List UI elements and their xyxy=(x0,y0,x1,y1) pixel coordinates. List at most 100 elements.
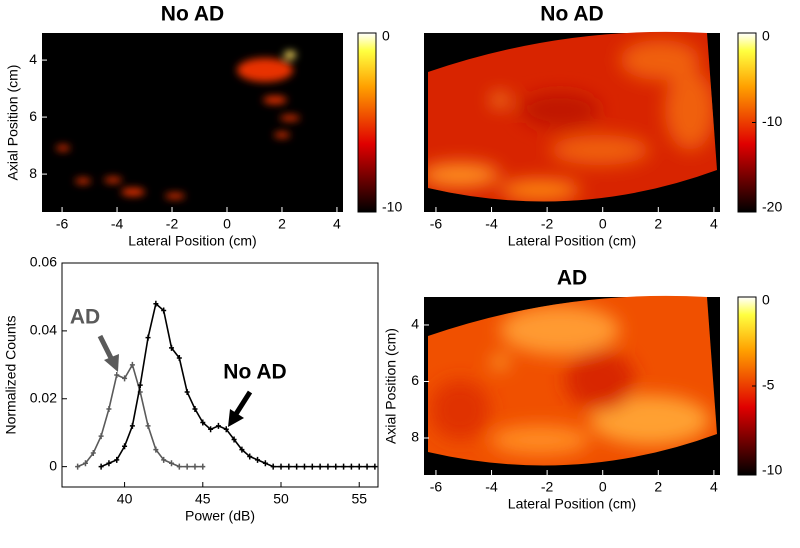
x-tick-label: 0 xyxy=(223,216,231,232)
x-tick-label: -4 xyxy=(485,216,498,232)
panel-title: No AD xyxy=(540,3,603,26)
data-point xyxy=(129,422,135,429)
plot-area xyxy=(61,262,379,488)
colorbar-tick-label: -20 xyxy=(762,199,782,215)
y-tick-label: 6 xyxy=(29,108,37,124)
data-point xyxy=(215,422,221,429)
x-tick-label: -2 xyxy=(541,479,554,495)
data-point xyxy=(364,463,370,470)
data-point xyxy=(184,463,190,470)
x-axis-label: Lateral Position (cm) xyxy=(508,496,636,512)
data-point xyxy=(317,463,323,470)
panel-title: AD xyxy=(557,267,587,290)
data-point xyxy=(137,382,143,389)
data-point xyxy=(145,334,151,341)
y-axis-label: Normalized Counts xyxy=(3,315,19,434)
y-tick-label: 0.02 xyxy=(30,389,57,405)
x-tick-label: -4 xyxy=(485,479,498,495)
data-point xyxy=(262,460,268,467)
x-tick-label: -2 xyxy=(166,216,179,232)
series-annotation: AD xyxy=(70,306,100,329)
data-point xyxy=(169,344,175,351)
colorbar-tick-label: 0 xyxy=(382,28,390,44)
colorbar-tick-label: -10 xyxy=(762,462,782,478)
data-point xyxy=(145,422,151,429)
data-point xyxy=(223,426,229,433)
series-annotation: No AD xyxy=(223,361,286,384)
x-tick-label: -6 xyxy=(56,216,69,232)
data-point xyxy=(255,456,261,463)
x-tick-label: 4 xyxy=(333,216,341,232)
x-tick-label: 4 xyxy=(710,216,718,232)
y-tick-label: 0.04 xyxy=(30,322,57,338)
data-point xyxy=(122,443,128,450)
x-tick-label: 40 xyxy=(117,491,133,507)
colorbar-tick-label: 0 xyxy=(762,28,770,44)
data-point xyxy=(239,446,245,453)
x-tick-label: 2 xyxy=(278,216,286,232)
data-point xyxy=(161,307,167,314)
data-point xyxy=(200,463,206,470)
data-point xyxy=(153,446,159,453)
data-point xyxy=(176,355,182,362)
data-point xyxy=(333,463,339,470)
y-tick-label: 8 xyxy=(411,429,419,445)
x-tick-label: -6 xyxy=(430,479,443,495)
data-point xyxy=(325,463,331,470)
data-point xyxy=(129,361,135,368)
data-point xyxy=(75,463,81,470)
colorbar xyxy=(357,32,377,213)
colorbar-tick-label: 0 xyxy=(762,292,770,308)
data-point xyxy=(82,460,88,467)
data-point xyxy=(309,463,315,470)
data-point xyxy=(208,426,214,433)
y-tick-label: 4 xyxy=(411,316,419,332)
data-point xyxy=(294,463,300,470)
data-point xyxy=(247,453,253,460)
data-point xyxy=(90,450,96,457)
colorbar-tick-label: -10 xyxy=(762,113,782,129)
data-point xyxy=(356,463,362,470)
data-point xyxy=(278,463,284,470)
image-panel-2 xyxy=(424,31,720,212)
data-point xyxy=(200,419,206,426)
y-tick-label: 0.06 xyxy=(30,254,57,270)
data-point xyxy=(372,463,378,470)
y-tick-label: 0 xyxy=(49,457,57,473)
data-point xyxy=(192,463,198,470)
x-tick-label: 50 xyxy=(273,491,289,507)
x-tick-label: -6 xyxy=(430,216,443,232)
data-point xyxy=(192,405,198,412)
data-point xyxy=(301,463,307,470)
data-point xyxy=(286,463,292,470)
data-point xyxy=(98,463,104,470)
x-axis-label: Lateral Position (cm) xyxy=(128,233,256,249)
image-panel-4 xyxy=(424,295,720,475)
y-tick-label: 8 xyxy=(29,165,37,181)
x-tick-label: 0 xyxy=(599,479,607,495)
data-point xyxy=(176,463,182,470)
data-point xyxy=(341,463,347,470)
x-axis-label: Lateral Position (cm) xyxy=(508,233,636,249)
data-point xyxy=(161,456,167,463)
x-axis-label: Power (dB) xyxy=(185,508,255,524)
y-axis-label: Axial Position (cm) xyxy=(5,65,21,181)
data-point xyxy=(114,456,120,463)
panel-title: No AD xyxy=(161,3,224,26)
data-point xyxy=(169,460,175,467)
data-point xyxy=(106,460,112,467)
data-point xyxy=(114,372,120,378)
data-point xyxy=(270,463,276,470)
x-tick-label: 45 xyxy=(195,491,211,507)
y-tick-label: 4 xyxy=(29,51,37,67)
x-tick-label: 2 xyxy=(654,479,662,495)
colorbar-tick-label: -10 xyxy=(382,199,402,215)
data-point xyxy=(106,405,112,412)
x-tick-label: 55 xyxy=(351,491,367,507)
y-axis-label: Axial Position (cm) xyxy=(383,328,399,444)
data-point xyxy=(231,436,237,443)
x-tick-label: -2 xyxy=(541,216,554,232)
data-point xyxy=(122,375,128,382)
